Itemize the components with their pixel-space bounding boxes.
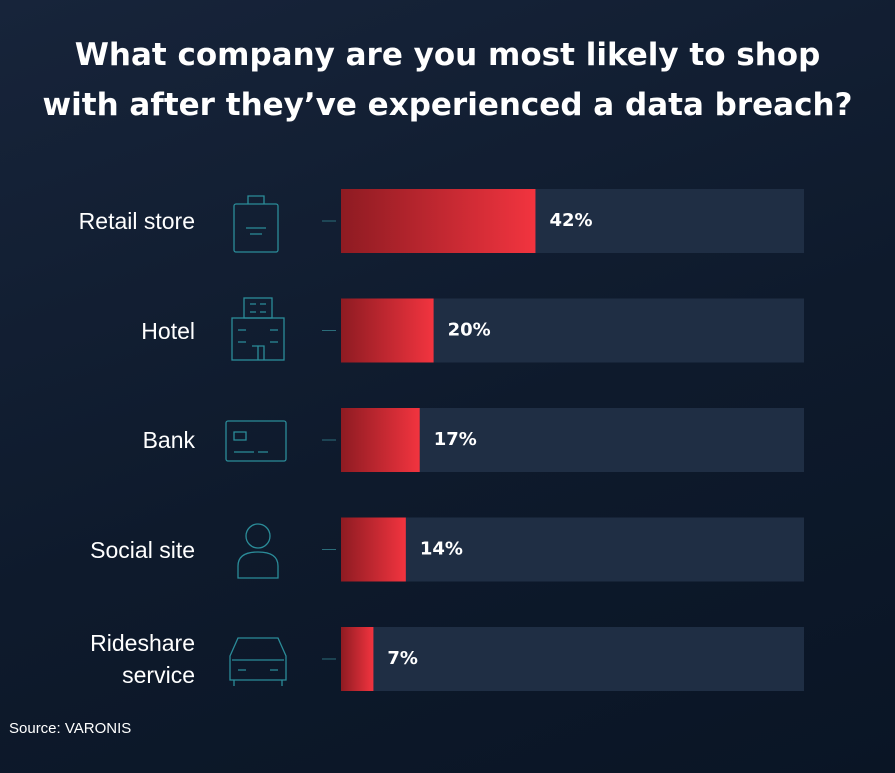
source: Source: VARONIS bbox=[9, 720, 132, 737]
value-label: 42% bbox=[549, 210, 592, 231]
value-label: 20% bbox=[448, 320, 491, 341]
chart-title: What company are you most likely to shop… bbox=[42, 37, 853, 123]
category-label: Hotel bbox=[141, 317, 195, 344]
value-label: 14% bbox=[420, 539, 463, 560]
icons bbox=[225, 195, 287, 686]
bar-track bbox=[341, 627, 804, 691]
category-label: Retail store bbox=[78, 208, 195, 234]
category-label: Rideshare service bbox=[90, 630, 195, 688]
bar bbox=[341, 627, 374, 691]
value-label: 17% bbox=[434, 429, 477, 450]
bar-track bbox=[341, 517, 804, 582]
bar bbox=[341, 189, 536, 253]
value-label: 7% bbox=[387, 648, 418, 669]
bar bbox=[341, 517, 406, 582]
category-label: Social site bbox=[90, 536, 195, 563]
bar bbox=[341, 408, 420, 472]
bar bbox=[341, 298, 434, 363]
category-label: Bank bbox=[142, 427, 195, 453]
